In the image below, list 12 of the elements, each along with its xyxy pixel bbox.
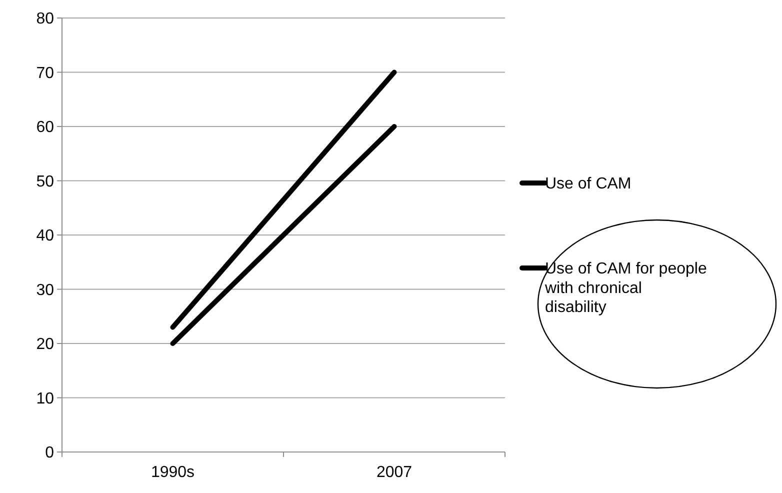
- y-tick-label: 40: [36, 228, 54, 245]
- legend-label: Use of CAM: [545, 176, 632, 193]
- y-tick-label: 80: [36, 10, 54, 28]
- y-tick-label: 60: [36, 119, 54, 136]
- x-tick-label: 1990s: [150, 464, 195, 481]
- y-tick-label: 0: [45, 444, 54, 462]
- y-tick-label: 50: [36, 173, 54, 190]
- x-tick-label: 2007: [376, 464, 412, 481]
- y-tick-label: 10: [36, 390, 54, 408]
- y-tick-label: 70: [36, 64, 54, 82]
- y-tick-label: 30: [36, 282, 54, 299]
- y-tick-label: 20: [36, 336, 54, 354]
